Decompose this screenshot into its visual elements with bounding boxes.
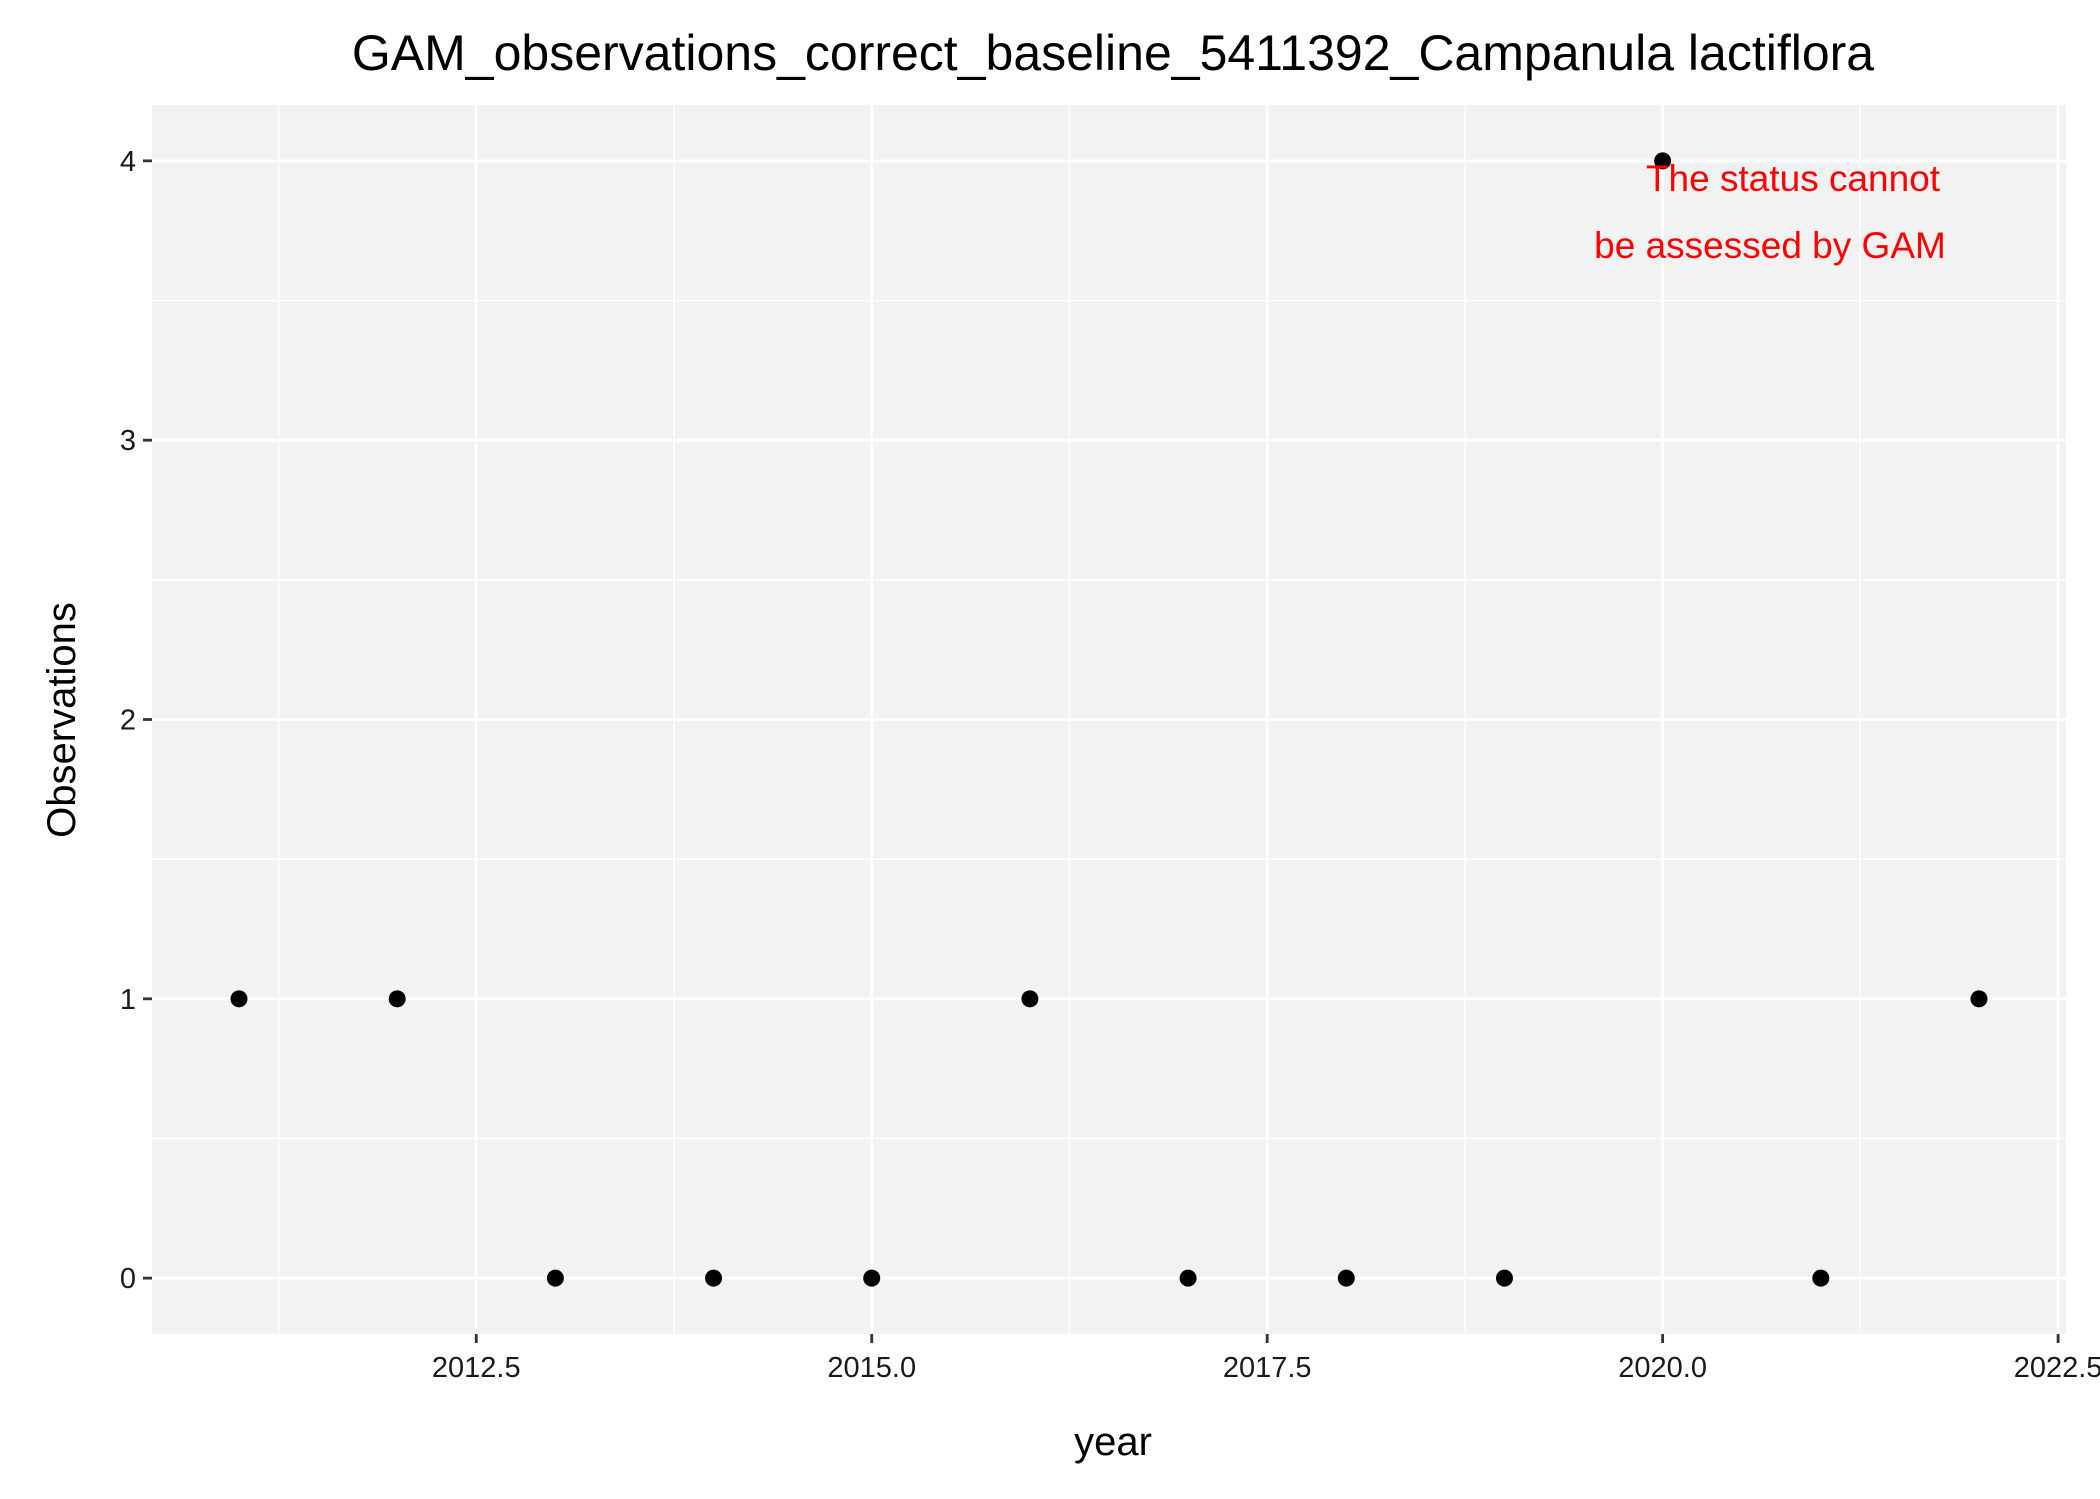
data-point <box>388 990 406 1008</box>
data-point <box>1495 1269 1513 1287</box>
data-point <box>230 990 248 1008</box>
chart-title: GAM_observations_correct_baseline_541139… <box>352 25 1874 81</box>
data-point <box>1654 152 1672 170</box>
major-gridlines <box>152 105 2066 1334</box>
y-tick-label: 3 <box>120 425 136 457</box>
data-point <box>1812 1269 1830 1287</box>
x-tick-label: 2020.0 <box>1618 1352 1707 1384</box>
x-tick-label: 2012.5 <box>432 1352 521 1384</box>
y-tick-label: 4 <box>120 146 136 178</box>
y-tick-label: 1 <box>120 984 136 1016</box>
axis-ticks <box>143 159 2060 1343</box>
annotation-line-2: be assessed by GAM <box>1594 225 1946 266</box>
data-point <box>1337 1269 1355 1287</box>
x-tick-label: 2017.5 <box>1223 1352 1312 1384</box>
x-tick-label: 2015.0 <box>827 1352 916 1384</box>
data-point <box>1179 1269 1197 1287</box>
data-points <box>230 152 1988 1287</box>
data-point <box>1021 990 1039 1008</box>
data-point <box>546 1269 564 1287</box>
y-tick-label: 2 <box>120 705 136 737</box>
y-tick-label: 0 <box>120 1263 136 1295</box>
x-axis-title: year <box>1074 1420 1152 1464</box>
data-point <box>1970 990 1988 1008</box>
tick-labels: 2012.5 2015.0 2017.5 2020.0 2022.5 0 1 2 3 4 <box>120 146 2100 1384</box>
y-axis-title: Observations <box>40 602 84 838</box>
data-point <box>705 1269 723 1287</box>
data-point <box>863 1269 881 1287</box>
x-tick-label: 2022.5 <box>2014 1352 2100 1384</box>
annotation-line-1: The status cannot <box>1646 158 1941 199</box>
